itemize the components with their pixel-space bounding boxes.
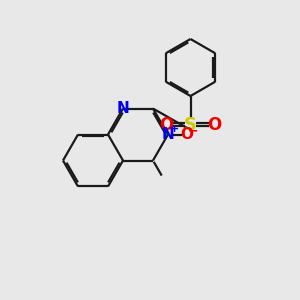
Text: S: S [184, 116, 197, 134]
Text: O: O [159, 116, 174, 134]
Text: −: − [188, 124, 199, 137]
Text: +: + [170, 124, 179, 134]
Text: O: O [180, 127, 193, 142]
Text: N: N [117, 101, 129, 116]
Text: O: O [207, 116, 222, 134]
Text: N: N [162, 127, 174, 142]
